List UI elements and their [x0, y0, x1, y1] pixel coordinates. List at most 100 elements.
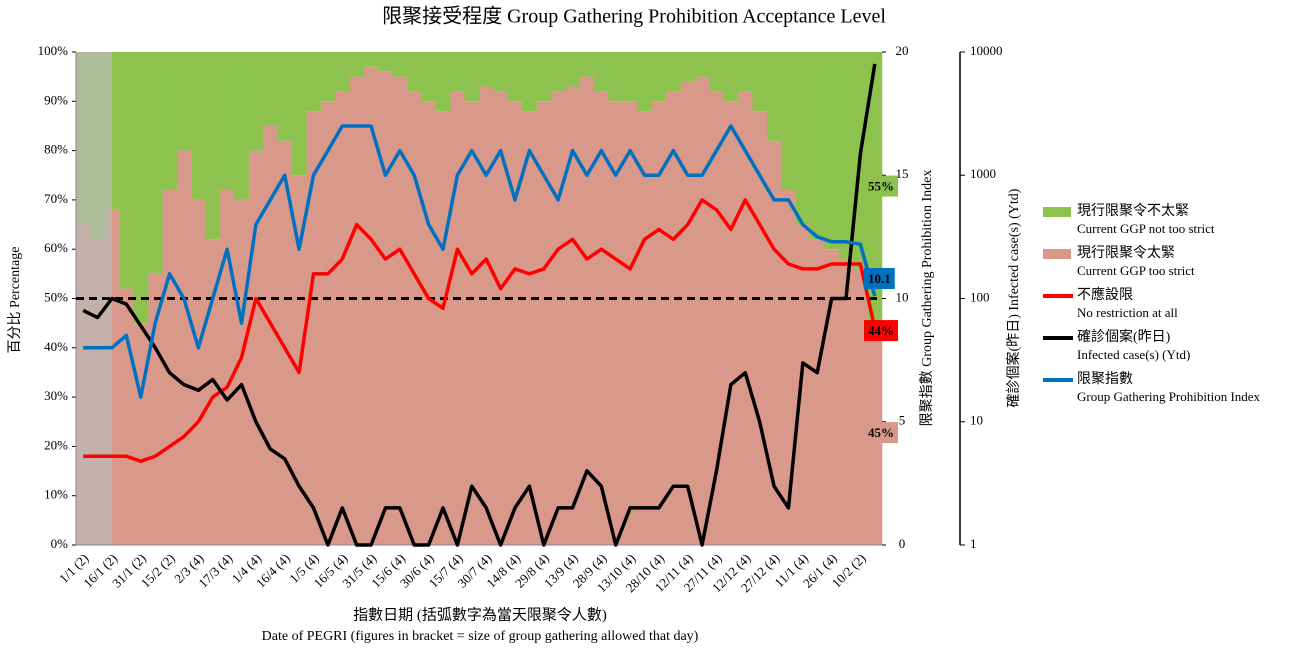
bar [119, 52, 134, 289]
bar [277, 52, 293, 141]
bar [306, 111, 321, 545]
bar [219, 52, 235, 191]
bar [205, 52, 221, 240]
bar [320, 52, 336, 102]
bar [550, 52, 566, 92]
end-label-box [864, 422, 898, 444]
bar [752, 52, 768, 112]
bar [680, 81, 696, 545]
bar [378, 71, 393, 545]
bar [435, 52, 451, 112]
end-label-text: 45% [868, 425, 894, 440]
bar [335, 91, 350, 545]
end-label-box [864, 320, 898, 342]
bar [407, 91, 422, 545]
legend-label: 限聚指數 [1077, 371, 1133, 387]
bar [608, 52, 624, 102]
bar [450, 52, 465, 92]
bar [277, 140, 293, 546]
legend-label: 不應設限 [1077, 286, 1133, 303]
y2-tick-label: 15 [896, 166, 909, 181]
line-series [83, 124, 877, 399]
y-axis-title: 百分比 Percentage [7, 247, 23, 354]
line-series [82, 63, 877, 547]
x-axis-title: 指數日期 (括弧數字為當天限聚令人數) [353, 606, 607, 623]
bar [335, 52, 350, 92]
bar [435, 111, 451, 545]
end-label: 45% [864, 422, 898, 444]
bar [147, 52, 163, 274]
bar [666, 91, 681, 545]
end-label-text: 10.1 [868, 271, 891, 286]
bar [234, 52, 250, 200]
bar [219, 190, 235, 546]
y-tick-label: 0% [51, 536, 69, 551]
bar [507, 101, 523, 546]
bar [407, 52, 422, 92]
end-label: 10.1 [864, 268, 895, 290]
legend-label-en: Infected case(s) (Ytd) [1077, 347, 1190, 362]
y-tick-label: 10% [44, 487, 68, 502]
end-label: 55% [864, 175, 898, 197]
bar [709, 91, 724, 545]
bar [493, 91, 509, 545]
bar [622, 101, 638, 546]
bar [464, 101, 480, 546]
bar [666, 52, 681, 92]
y2-axis-title: 限聚指數 Group Gathering Prohibition Index [919, 170, 935, 427]
bar [795, 224, 811, 546]
y3-tick-label: 10 [970, 413, 983, 428]
y-tick-label: 100% [38, 43, 69, 58]
bar [349, 76, 365, 546]
bar [522, 111, 537, 545]
y2-tick-label: 20 [896, 43, 909, 58]
bar [594, 91, 609, 545]
bar [162, 190, 178, 546]
bar [565, 86, 581, 545]
legend-label: 確診個案(昨日) [1077, 328, 1171, 345]
bar [493, 52, 509, 92]
bar [853, 268, 868, 545]
bar [608, 101, 624, 546]
bar [363, 66, 379, 545]
bar [680, 52, 696, 82]
y-tick-label: 40% [44, 339, 68, 354]
y3-tick-label: 10000 [970, 43, 1003, 58]
bar [766, 52, 782, 141]
bar [709, 52, 724, 92]
bar [464, 52, 480, 102]
bar [248, 150, 264, 545]
bar [723, 52, 739, 102]
bar [536, 101, 552, 546]
end-label-text: 44% [868, 323, 894, 338]
y2-tick-label: 0 [899, 536, 906, 551]
bar [248, 52, 264, 151]
y2-tick-label: 5 [899, 413, 906, 428]
bar [723, 101, 739, 546]
y3-tick-label: 1000 [970, 166, 996, 181]
y3-axis-title: 確診個案(昨日) Infected case(s) (Ytd) [1005, 188, 1022, 407]
y-tick-label: 80% [44, 142, 68, 157]
bar [421, 52, 437, 102]
bar [479, 86, 494, 545]
bar [378, 52, 393, 72]
bar [479, 52, 494, 87]
bar [176, 52, 192, 151]
bar [579, 76, 595, 546]
bar [810, 239, 825, 545]
legend-label-en: Group Gathering Prohibition Index [1077, 389, 1261, 404]
bar [824, 52, 840, 250]
chart-title: 限聚接受程度 Group Gathering Prohibition Accep… [382, 5, 886, 28]
bar [637, 111, 653, 545]
bar [694, 52, 710, 77]
bar [838, 52, 854, 260]
legend-label-en: Current GGP not too strict [1077, 221, 1215, 236]
y3-tick-label: 1 [970, 536, 977, 551]
bar [392, 52, 408, 77]
end-label: 44% [864, 320, 898, 342]
bar [824, 249, 840, 545]
bar [694, 76, 710, 546]
bar [291, 52, 307, 176]
bar [838, 259, 854, 545]
